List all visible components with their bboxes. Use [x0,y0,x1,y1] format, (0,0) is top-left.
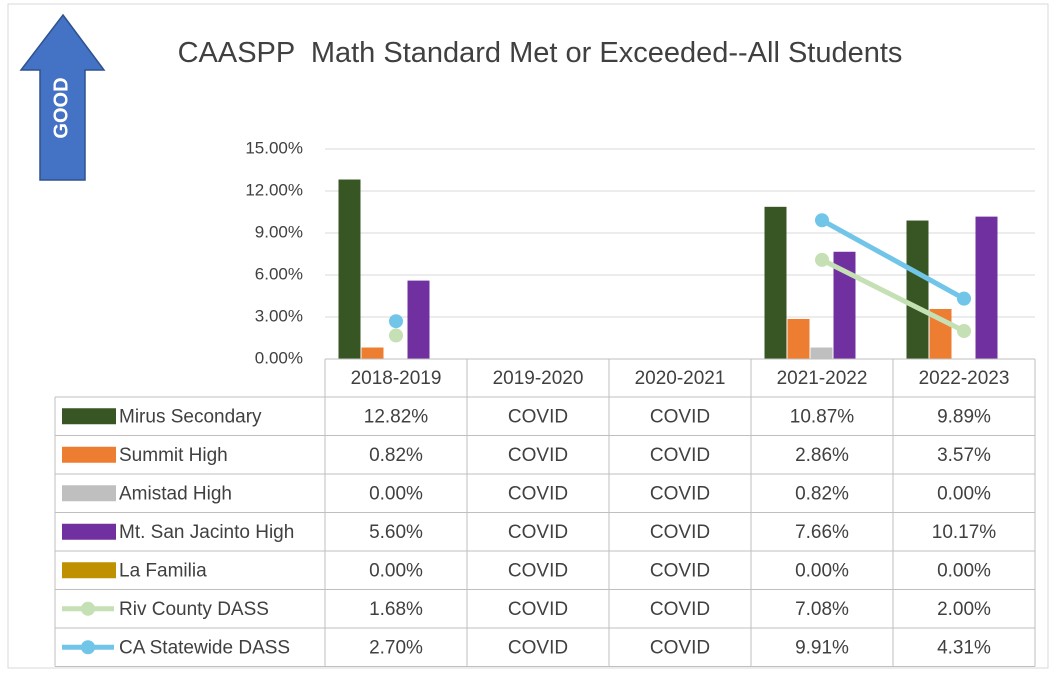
legend-key [62,562,116,579]
table-value: 7.66% [795,522,849,543]
table-value: COVID [508,445,568,466]
x-tick-label: 2021-2022 [777,368,868,389]
bar [787,318,810,359]
y-tick-label: 12.00% [245,180,303,199]
legend-key [62,446,116,463]
table-value: 7.08% [795,599,849,620]
table-value: 0.82% [795,483,849,504]
table-value: 0.00% [937,560,991,581]
line-marker [957,324,971,338]
legend-key [62,485,116,502]
line-marker [815,213,829,228]
y-tick-label: 6.00% [255,264,303,283]
legend-label: CA Statewide DASS [119,637,290,658]
table-value: 9.91% [795,637,849,658]
table-value: 1.68% [369,599,423,620]
x-tick-label: 2022-2023 [919,368,1010,389]
x-tick-label: 2018-2019 [351,368,442,389]
table-value: 0.82% [369,445,423,466]
y-tick-label: 3.00% [255,306,303,325]
table-value: 2.86% [795,445,849,466]
table-value: COVID [650,445,710,466]
chart-title: CAASPP Math Standard Met or Exceeded--Al… [177,37,903,69]
table-value: COVID [508,522,568,543]
table-value: 2.70% [369,637,423,658]
table-value: 9.89% [937,406,991,427]
good-arrow [19,13,106,181]
table-value: 0.00% [937,483,991,504]
legend-key [62,408,116,425]
x-tick-label: 2020-2021 [635,368,726,389]
legend-label: Mirus Secondary [119,406,262,427]
bar [833,251,856,359]
legend-label: Summit High [119,445,228,466]
bar [764,206,787,359]
table-value: COVID [508,560,568,581]
arrow-label: GOOD [50,77,72,138]
table-value: 0.00% [795,560,849,581]
y-tick-label: 15.00% [245,138,303,157]
table-value: COVID [650,406,710,427]
table-value: COVID [650,599,710,620]
line [820,218,966,301]
table-value: COVID [508,406,568,427]
legend-label: Riv County DASS [119,599,269,620]
legend-label: La Familia [119,560,207,581]
line [820,257,966,334]
y-tick-label: 0.00% [255,348,303,367]
table-value: 10.87% [790,406,855,427]
chart-frame [7,3,1049,669]
line-marker [389,314,403,329]
table-value: COVID [650,483,710,504]
y-tick-label: 9.00% [255,222,303,241]
bar [338,179,361,359]
table-value: COVID [508,637,568,658]
legend-key-marker [81,601,95,616]
line-marker [957,291,971,306]
legend-label: Amistad High [119,483,232,504]
table-value: 10.17% [932,522,997,543]
legend-key-marker [81,640,95,655]
table-value: 12.82% [364,406,429,427]
legend-key [62,523,116,540]
table-value: COVID [650,637,710,658]
line-marker [815,252,829,267]
table-value: 0.00% [369,560,423,581]
table-value: 0.00% [369,483,423,504]
table-value: 3.57% [937,445,991,466]
table-value: 5.60% [369,522,423,543]
table-value: COVID [508,599,568,620]
x-tick-label: 2019-2020 [493,368,584,389]
table-value: COVID [508,483,568,504]
table-value: COVID [650,560,710,581]
bar [361,347,384,359]
bar [975,216,998,359]
legend-label: Mt. San Jacinto High [119,522,294,543]
table-value: 4.31% [937,637,991,658]
table-value: 2.00% [937,599,991,620]
bar [810,347,833,359]
bar [407,280,430,359]
line-marker [389,328,403,343]
table-value: COVID [650,522,710,543]
bar [906,220,929,359]
